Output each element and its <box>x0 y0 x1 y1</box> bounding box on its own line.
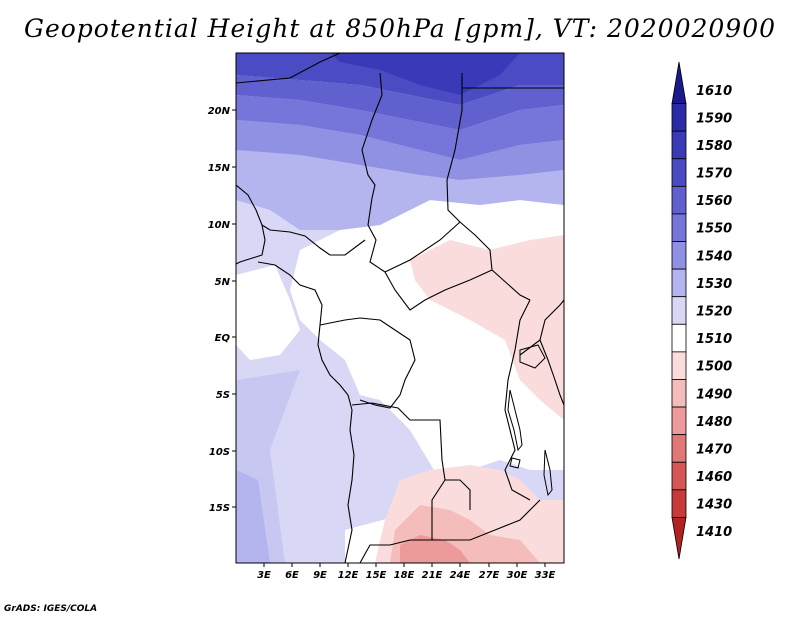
colorbar-label: 1500 <box>696 360 732 375</box>
field-ocean-sw2 <box>236 470 270 563</box>
colorbar-label: 1520 <box>696 305 732 320</box>
colorbar-swatch <box>671 323 687 353</box>
colorbar-label: 1540 <box>696 249 732 264</box>
colorbar-label: 1470 <box>696 442 732 457</box>
border-nigeria <box>261 224 366 256</box>
height-field <box>236 53 564 563</box>
colorbar-label: 1580 <box>696 139 732 154</box>
colorbar-swatch <box>671 130 687 160</box>
field-1530 <box>236 150 564 230</box>
colorbar-swatch <box>671 434 687 463</box>
lat-label: 5N <box>215 277 231 288</box>
field-1560 <box>236 75 564 130</box>
field-1540 <box>236 120 564 180</box>
colorbar-label: 1410 <box>696 525 732 540</box>
colorbar-label: 1560 <box>696 194 732 209</box>
lon-label: 15E <box>366 570 387 581</box>
colorbar-swatch <box>671 185 687 215</box>
country-borders <box>236 53 564 563</box>
lon-label: 6E <box>285 570 299 581</box>
colorbar-label: 1480 <box>696 415 732 430</box>
colorbar-swatch <box>671 461 687 491</box>
border-east-lakes <box>539 339 564 406</box>
field-1580 <box>330 53 520 95</box>
border-chad-cam <box>367 197 461 273</box>
colorbar-swatch <box>671 489 687 518</box>
colorbar-swatch <box>671 61 687 104</box>
lake-malawi <box>543 449 553 497</box>
colorbar-label: 1570 <box>696 167 732 182</box>
field-1480-south <box>400 535 470 563</box>
grads-credit: GrADS: IGES/COLA <box>4 604 98 614</box>
border-north-3 <box>446 73 493 271</box>
lat-label: 10S <box>209 447 230 458</box>
border-drc-east <box>504 299 531 501</box>
lon-label: 30E <box>507 570 528 581</box>
colorbar-swatch <box>671 268 687 298</box>
lakes <box>507 344 553 497</box>
field-1510-west <box>236 265 300 360</box>
colorbar-swatch <box>671 241 687 270</box>
lon-label: 27E <box>479 570 500 581</box>
colorbar-swatch <box>671 379 687 408</box>
lat-label: 15N <box>208 163 231 174</box>
lat-label: 15S <box>209 503 230 514</box>
field-1550 <box>236 95 564 160</box>
map-frame <box>235 52 565 564</box>
colorbar-swatch <box>671 406 687 436</box>
border-north-2 <box>361 72 383 199</box>
border-gabon-congo <box>319 317 416 409</box>
lon-label: 33E <box>535 570 556 581</box>
lon-label: 21E <box>422 570 443 581</box>
border-zambia <box>359 479 446 563</box>
colorbar: 1610 1590 1580 1570 1560 1550 1540 1530 1520 1510… <box>671 61 732 560</box>
lake-victoria <box>519 344 546 369</box>
border-car <box>384 269 531 311</box>
colorbar-swatch <box>671 351 687 380</box>
colorbar-label: 1590 <box>696 111 732 126</box>
map-title: Geopotential Height at 850hPa [gpm], VT:… <box>23 14 777 43</box>
lon-axis: 3E 6E 9E 12E 15E 18E 21E 24E 27E 30E 33E <box>257 563 556 581</box>
border-north-1 <box>236 53 341 84</box>
border-south <box>432 499 541 541</box>
coastline-gulf-of-guinea <box>257 261 355 563</box>
colorbar-label: 1460 <box>696 470 732 485</box>
field-1500-east <box>410 235 564 420</box>
colorbar-label: 1430 <box>696 498 732 513</box>
lat-label: 10N <box>208 220 231 231</box>
lat-label: 20N <box>208 106 231 117</box>
lat-label: 5S <box>216 390 230 401</box>
colorbar-label: 1490 <box>696 387 732 402</box>
colorbar-swatch <box>671 103 687 132</box>
lon-label: 24E <box>450 570 471 581</box>
lat-axis: 20N 15N 10N 5N EQ 5S 10S 15S <box>208 106 236 514</box>
lon-label: 3E <box>257 570 271 581</box>
border-angola <box>351 402 471 510</box>
coastline-west-africa <box>236 184 266 265</box>
lake-tanganyika <box>507 389 523 452</box>
colorbar-swatch <box>671 158 687 187</box>
lat-label: EQ <box>215 333 231 344</box>
colorbar-swatch <box>671 213 687 242</box>
lake-mweru <box>509 457 521 469</box>
colorbar-label: 1610 <box>696 84 732 99</box>
border-east-2 <box>519 299 564 356</box>
colorbar-label: 1550 <box>696 222 732 237</box>
lon-label: 18E <box>394 570 415 581</box>
colorbar-label: 1510 <box>696 332 732 347</box>
colorbar-swatch <box>671 296 687 325</box>
colorbar-label: 1530 <box>696 277 732 292</box>
lon-label: 9E <box>313 570 327 581</box>
lon-label: 12E <box>338 570 359 581</box>
colorbar-swatch <box>671 517 687 560</box>
